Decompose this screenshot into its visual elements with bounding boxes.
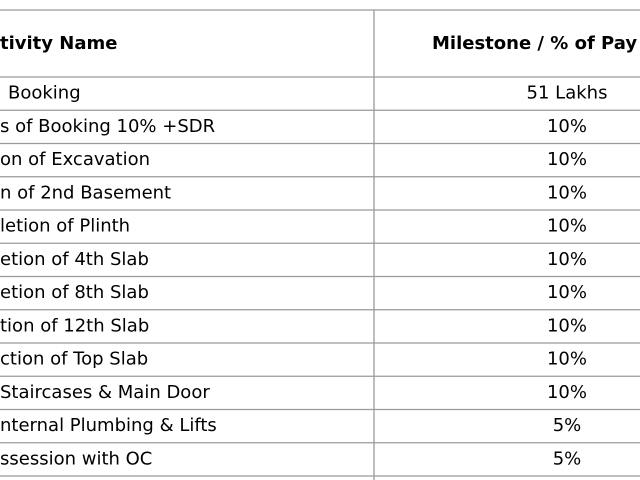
milestone-cell: 10% <box>547 249 587 270</box>
activity-cell: ssession with OC <box>0 448 152 469</box>
activity-cell: letion of Plinth <box>0 216 130 237</box>
activity-cell: s of Booking 10% +SDR <box>0 116 215 137</box>
header-cell: tivity Name <box>0 33 117 54</box>
milestone-cell: 10% <box>547 216 587 237</box>
activity-cell: Booking <box>8 83 81 104</box>
milestone-cell: 10% <box>547 149 587 170</box>
milestone-cell: 5% <box>553 448 582 469</box>
activity-cell: ction of Top Slab <box>0 349 148 370</box>
header-cell: Milestone / % of Pay <box>432 33 637 54</box>
milestone-cell: 10% <box>547 282 587 303</box>
milestone-cell: 5% <box>553 415 582 436</box>
milestone-cell: 10% <box>547 315 587 336</box>
activity-cell: Staircases & Main Door <box>0 382 210 403</box>
milestone-cell: 10% <box>547 382 587 403</box>
milestone-cell: 51 Lakhs <box>527 83 608 104</box>
activity-cell: nternal Plumbing & Lifts <box>0 415 217 436</box>
milestone-cell: 10% <box>547 116 587 137</box>
milestone-cell: 10% <box>547 349 587 370</box>
activity-cell: etion of 8th Slab <box>0 282 149 303</box>
activity-cell: on of Excavation <box>0 149 150 170</box>
activity-cell: etion of 4th Slab <box>0 249 149 270</box>
milestone-cell: 10% <box>547 182 587 203</box>
activity-cell: tion of 12th Slab <box>0 315 149 336</box>
activity-cell: n of 2nd Basement <box>0 182 171 203</box>
